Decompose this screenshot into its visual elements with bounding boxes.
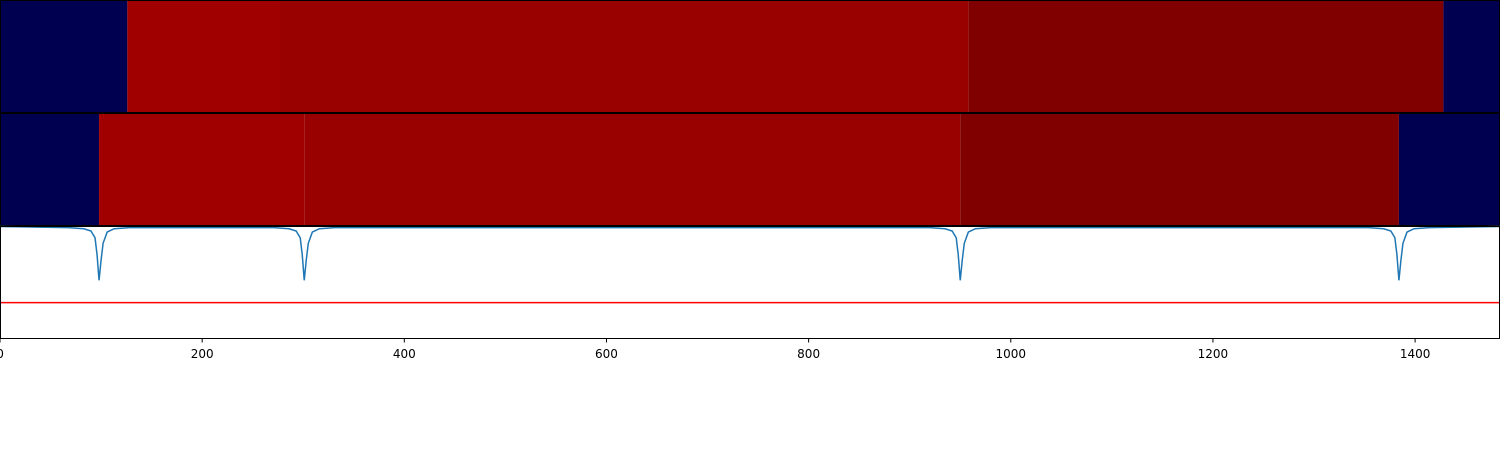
segment [279,0,969,113]
segment [304,113,961,226]
segment [127,0,280,113]
x-tick-label: 0 [0,347,4,361]
x-tick-label: 1400 [1400,347,1431,361]
segment [0,0,128,113]
segment [0,113,100,226]
x-tick-label: 1000 [996,347,1027,361]
x-tick-label: 200 [191,347,214,361]
panel-frame [0,226,1500,339]
segment [960,113,1399,226]
segment [99,113,305,226]
x-tick-label: 1200 [1198,347,1229,361]
x-tick-label: 400 [393,347,416,361]
probability-line [0,225,1500,281]
x-tick-label: 800 [797,347,820,361]
segment [968,0,1444,113]
segment [1398,113,1500,226]
x-tick-label: 600 [595,347,618,361]
segment [1443,0,1500,113]
